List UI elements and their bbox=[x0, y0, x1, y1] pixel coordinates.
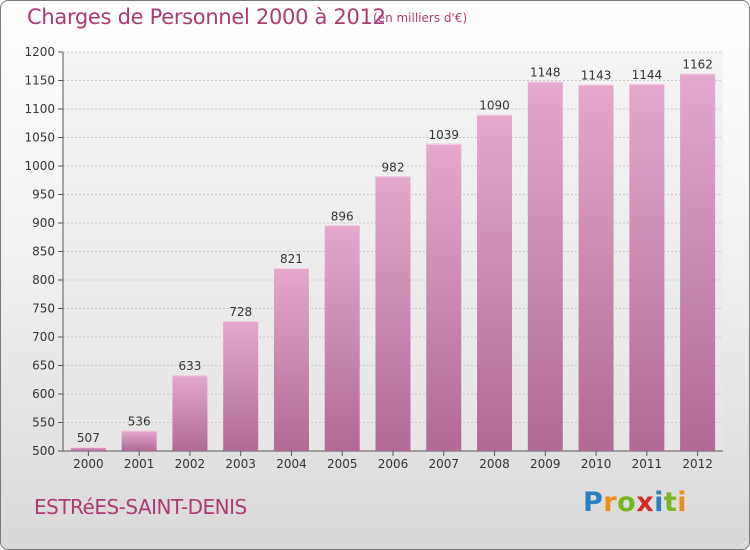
value-label-2012: 1162 bbox=[682, 58, 713, 72]
logo-letter: x bbox=[636, 487, 655, 518]
bar-2007 bbox=[426, 143, 462, 451]
logo-letter: r bbox=[603, 487, 618, 518]
y-tick-label: 1150 bbox=[24, 74, 55, 88]
y-tick-label: 850 bbox=[32, 245, 55, 259]
value-label-2002: 633 bbox=[178, 359, 201, 373]
bar-2004 bbox=[273, 268, 309, 451]
y-tick-label: 1200 bbox=[24, 45, 55, 59]
bar-2011 bbox=[629, 83, 665, 452]
y-tick-label: 800 bbox=[32, 273, 55, 287]
value-label-2004: 821 bbox=[280, 252, 303, 266]
x-tick-label-2002: 2002 bbox=[175, 457, 206, 471]
logo-letter: P bbox=[583, 487, 604, 518]
y-tick-label: 900 bbox=[32, 216, 55, 230]
y-tick-label: 700 bbox=[32, 330, 55, 344]
bar-2003 bbox=[223, 321, 259, 451]
logo-letter: i bbox=[654, 487, 664, 518]
x-tick-label-2012: 2012 bbox=[682, 457, 713, 471]
x-tick-label-2008: 2008 bbox=[479, 457, 510, 471]
axis-layer: 500 550 600 650 700 750 800 850 900 950 1000 1050 11… bbox=[24, 45, 723, 471]
y-tick-label: 1050 bbox=[24, 131, 55, 145]
value-label-2006: 982 bbox=[382, 160, 405, 174]
x-tick-label-2006: 2006 bbox=[378, 457, 409, 471]
x-tick-label-2005: 2005 bbox=[327, 457, 358, 471]
y-tick-label: 1100 bbox=[24, 102, 55, 116]
bar-2010 bbox=[578, 84, 614, 452]
x-tick-label-2011: 2011 bbox=[632, 457, 663, 471]
bar-2009 bbox=[527, 81, 563, 451]
x-tick-label-2000: 2000 bbox=[73, 457, 104, 471]
y-tick-label: 500 bbox=[32, 444, 55, 458]
x-tick-label-2010: 2010 bbox=[581, 457, 612, 471]
y-tick-label: 750 bbox=[32, 302, 55, 316]
y-tick-label: 650 bbox=[32, 359, 55, 373]
value-label-2009: 1148 bbox=[530, 66, 561, 80]
logo-letter: o bbox=[617, 487, 637, 518]
value-label-2010: 1143 bbox=[581, 68, 612, 82]
value-label-2001: 536 bbox=[128, 414, 151, 428]
y-tick-label: 1000 bbox=[24, 159, 55, 173]
label-layer: 507 536 633 728 821 896 982 1039 1090 1148 1143 114… bbox=[77, 58, 713, 445]
value-label-2011: 1144 bbox=[632, 68, 663, 82]
x-tick-label-2009: 2009 bbox=[530, 457, 561, 471]
value-label-2008: 1090 bbox=[479, 99, 510, 113]
x-tick-label-2003: 2003 bbox=[225, 457, 256, 471]
value-label-2003: 728 bbox=[229, 305, 252, 319]
value-label-2000: 507 bbox=[77, 431, 100, 445]
bar-layer bbox=[70, 73, 716, 452]
chart-unit: (en milliers d'€) bbox=[373, 11, 468, 25]
commune-name: ESTRéES-SAINT-DENIS bbox=[34, 495, 247, 519]
bar-2008 bbox=[477, 114, 513, 451]
bar-2002 bbox=[172, 375, 208, 451]
bar-2005 bbox=[324, 225, 360, 451]
y-tick-label: 950 bbox=[32, 188, 55, 202]
value-label-2007: 1039 bbox=[428, 128, 459, 142]
bar-2000 bbox=[70, 447, 106, 451]
chart-title: Charges de Personnel 2000 à 2012 bbox=[27, 5, 386, 29]
x-tick-label-2004: 2004 bbox=[276, 457, 307, 471]
bar-2006 bbox=[375, 176, 411, 451]
logo-letter: t bbox=[663, 487, 678, 518]
y-tick-label: 600 bbox=[32, 387, 55, 401]
bar-2001 bbox=[121, 430, 157, 451]
bar-2012 bbox=[680, 73, 716, 451]
value-label-2005: 896 bbox=[331, 209, 354, 223]
x-tick-label-2001: 2001 bbox=[124, 457, 155, 471]
y-tick-label: 550 bbox=[32, 416, 55, 430]
x-tick-label-2007: 2007 bbox=[428, 457, 459, 471]
proxiti-logo: Proxiti bbox=[583, 487, 687, 518]
logo-letter: i bbox=[677, 487, 688, 518]
